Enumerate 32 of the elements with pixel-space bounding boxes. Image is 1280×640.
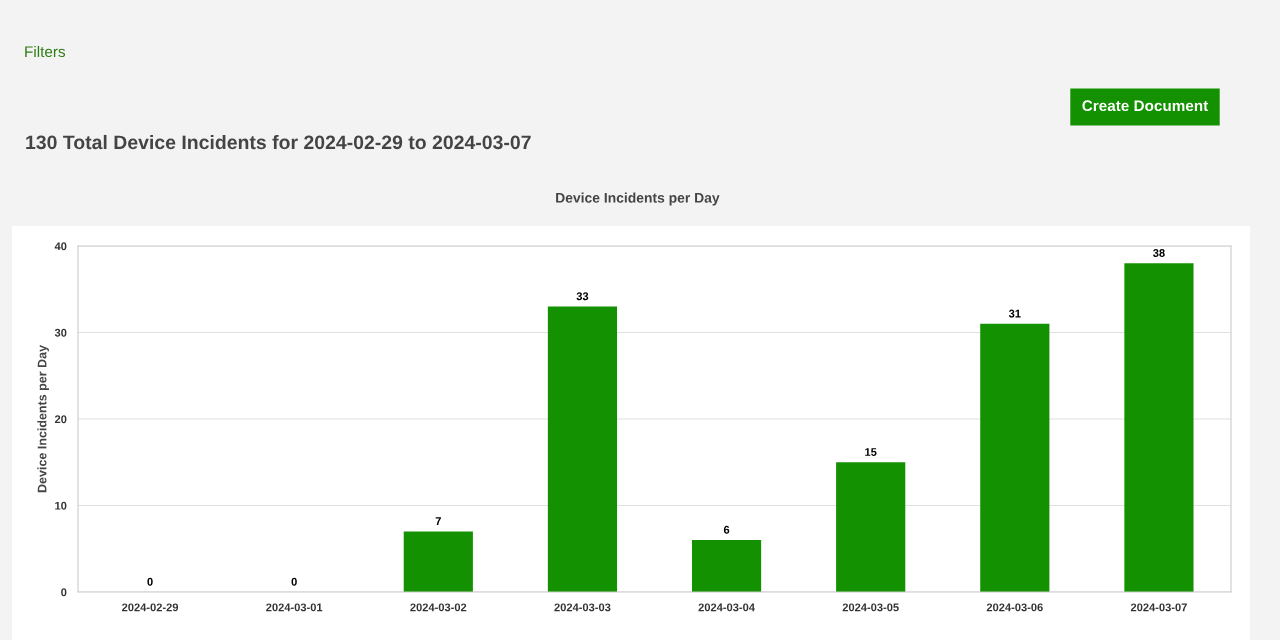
bar	[980, 323, 1050, 592]
data-label: 6	[723, 525, 730, 534]
chart-subtitle: Device Incidents per Day	[556, 192, 720, 206]
x-tick-label: 2024-03-03	[554, 603, 611, 612]
data-label: 0	[291, 577, 297, 586]
x-tick-label: 2024-02-29	[122, 603, 179, 612]
y-tick-label: 10	[55, 501, 67, 510]
text: Filters	[25, 45, 66, 58]
bar	[547, 306, 618, 592]
y-tick-label: 0	[61, 588, 67, 597]
bar	[403, 531, 473, 592]
x-tick-label: 2024-03-01	[266, 603, 323, 612]
bar	[691, 540, 762, 592]
x-tick-label: 2024-03-02	[410, 603, 467, 612]
data-label: 38	[1153, 249, 1165, 257]
data-label: 31	[1008, 309, 1021, 318]
x-tick-label: 2024-03-07	[1130, 603, 1187, 612]
x-tick-label: 2024-03-05	[842, 603, 899, 612]
data-label: 7	[435, 517, 441, 525]
y-tick-label: 20	[54, 415, 67, 424]
text: Create Document	[1082, 100, 1209, 112]
data-label: 0	[147, 577, 153, 586]
x-tick-label: 2024-03-04	[698, 603, 755, 612]
data-label: 33	[576, 292, 589, 301]
bar	[836, 462, 906, 592]
x-tick-label: 2024-03-06	[986, 603, 1043, 612]
y-tick-label: 40	[54, 242, 67, 251]
data-label: 15	[865, 448, 877, 456]
y-axis-title: Device Incidents per Day	[37, 345, 49, 493]
y-tick-label: 30	[54, 328, 67, 337]
bar	[1124, 263, 1194, 592]
chart-title: 130 Total Device Incidents for 2024-02-29 to 2024-03-07	[26, 134, 531, 150]
